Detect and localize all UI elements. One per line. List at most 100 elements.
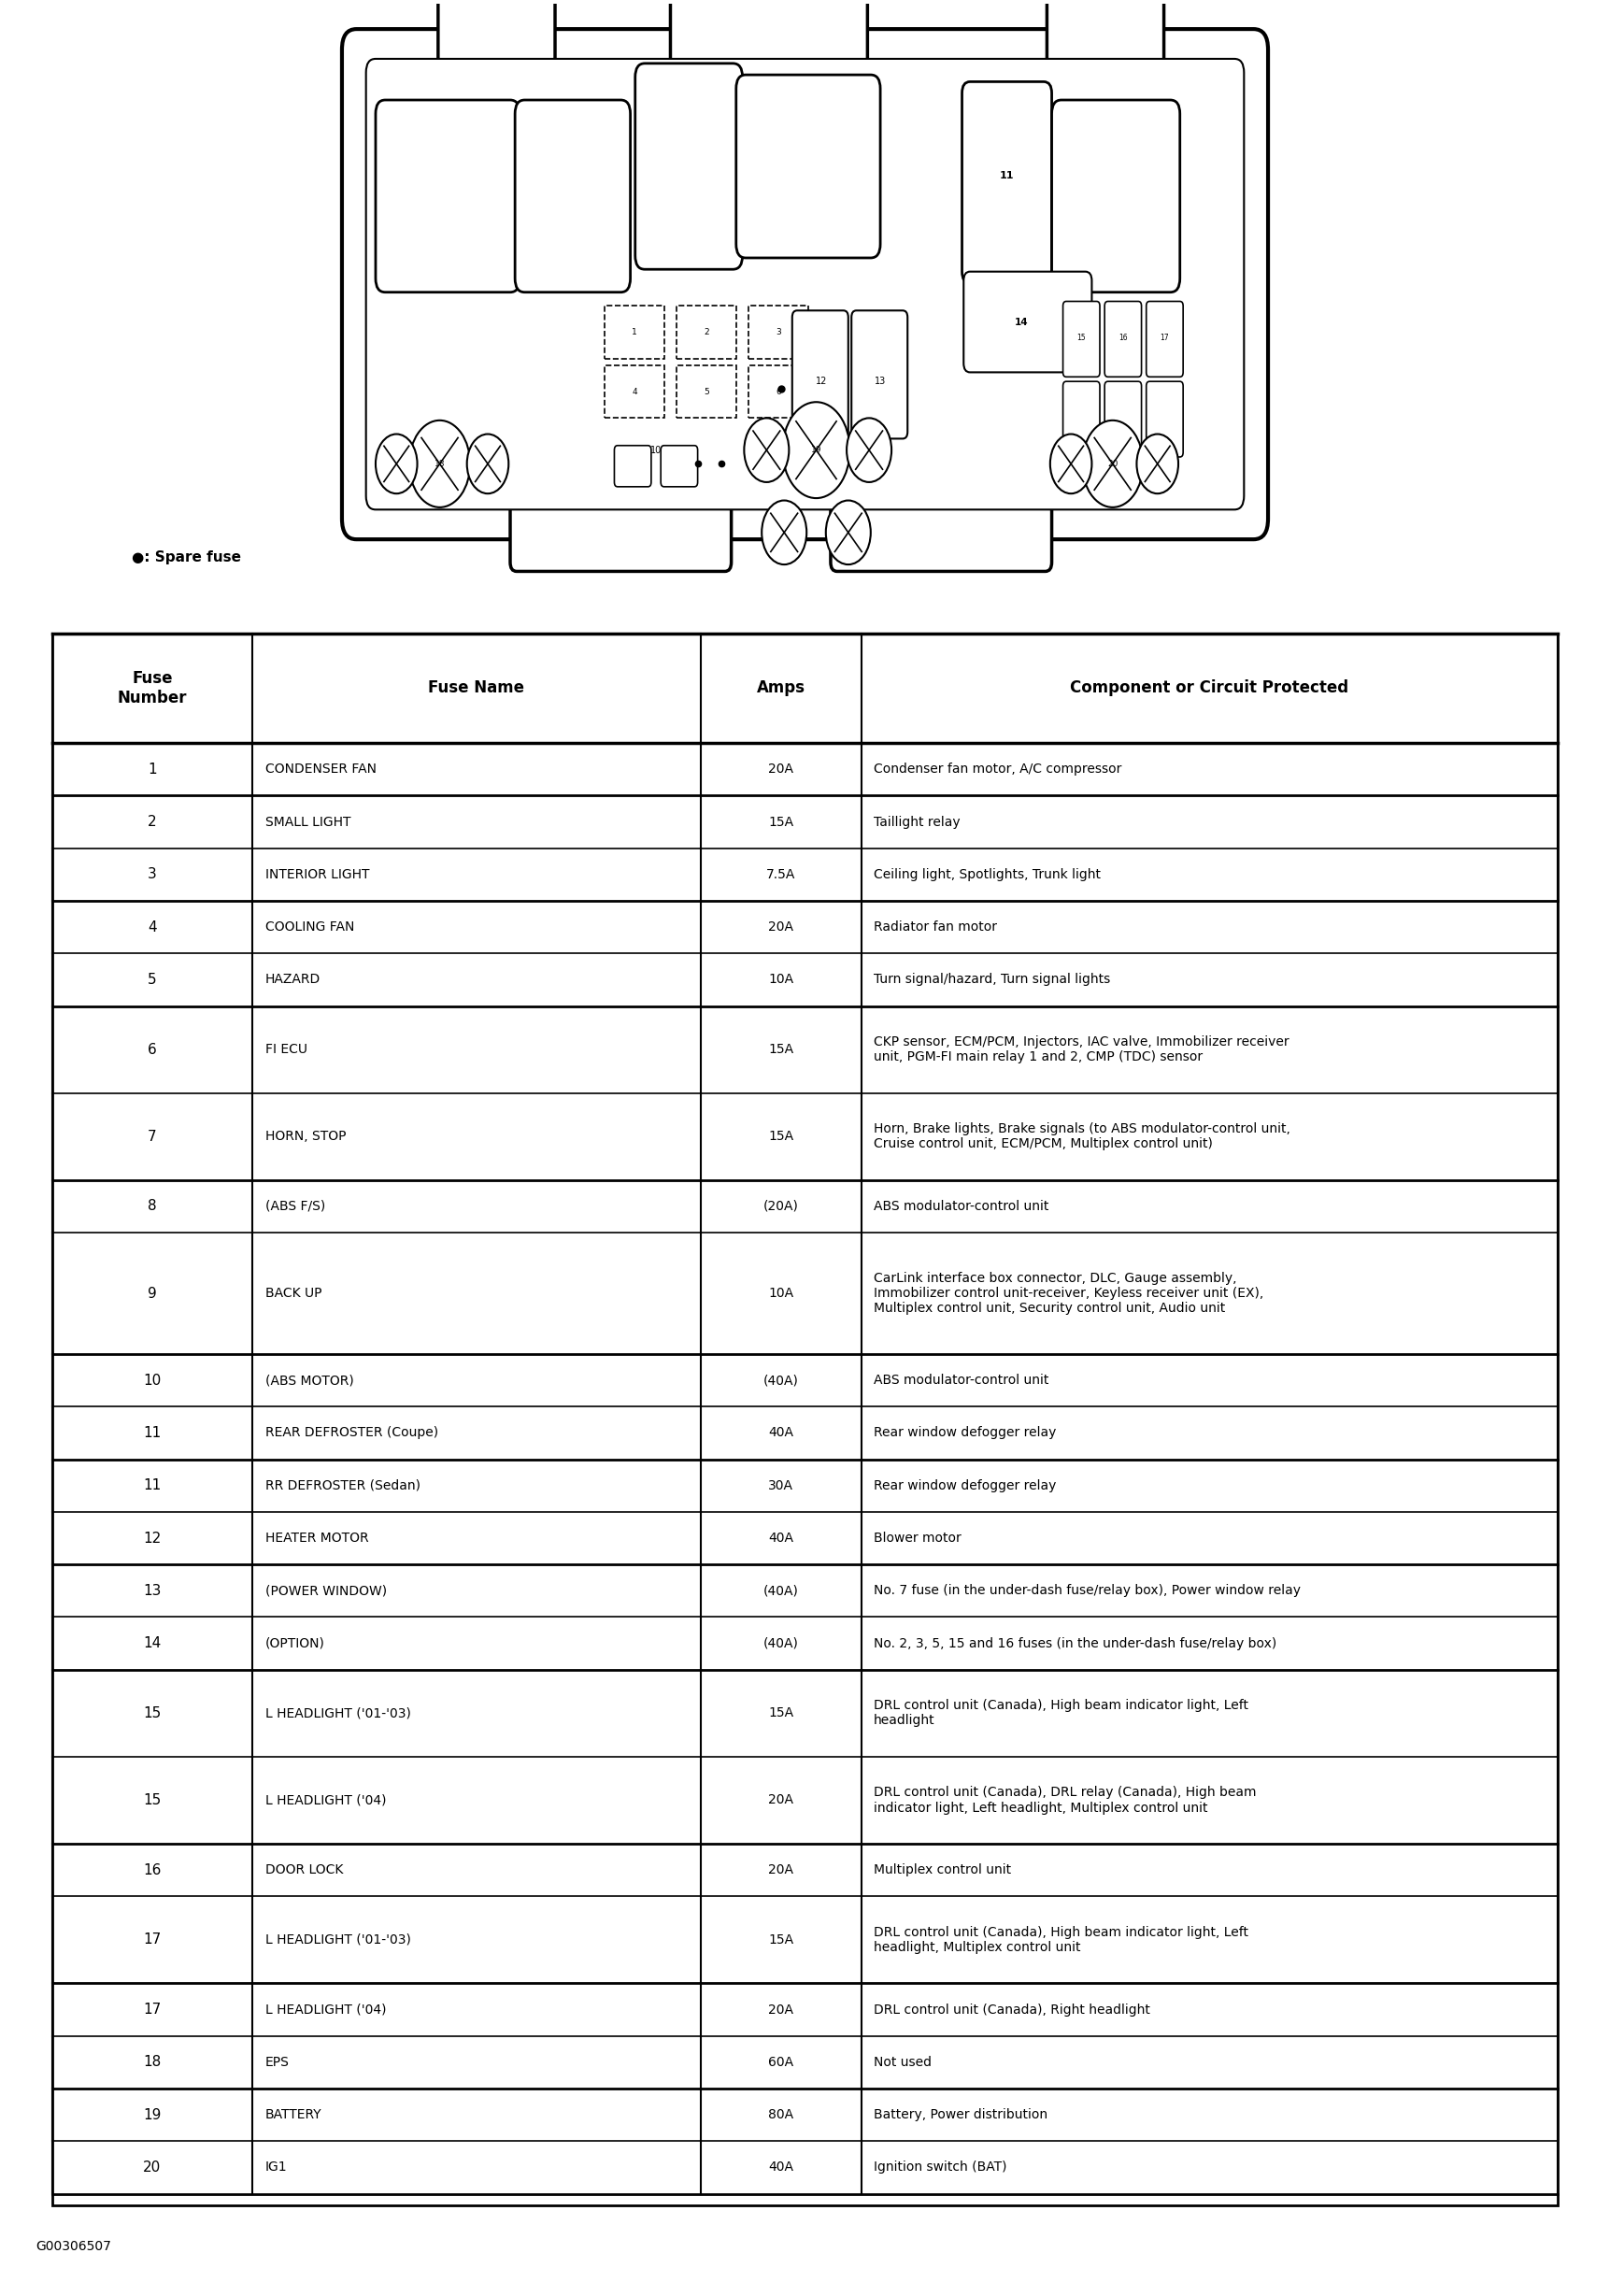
Circle shape <box>744 418 789 482</box>
Circle shape <box>375 434 417 494</box>
Text: 2: 2 <box>148 815 156 829</box>
Text: (POWER WINDOW): (POWER WINDOW) <box>266 1584 386 1598</box>
Bar <box>749 305 808 358</box>
Text: 15A: 15A <box>768 1706 794 1720</box>
Text: Battery, Power distribution: Battery, Power distribution <box>874 2108 1048 2122</box>
Text: DRL control unit (Canada), Right headlight: DRL control unit (Canada), Right headlig… <box>874 2002 1151 2016</box>
Text: 5: 5 <box>148 974 156 987</box>
Text: 19: 19 <box>143 2108 161 2122</box>
Text: L HEADLIGHT ('04): L HEADLIGHT ('04) <box>266 1793 386 1807</box>
Text: ABS modulator-control unit: ABS modulator-control unit <box>874 1201 1050 1212</box>
Circle shape <box>762 501 807 565</box>
Text: DRL control unit (Canada), DRL relay (Canada), High beam
indicator light, Left h: DRL control unit (Canada), DRL relay (Ca… <box>874 1786 1256 1814</box>
Text: 6: 6 <box>776 388 781 395</box>
Text: 9: 9 <box>148 1286 156 1300</box>
Circle shape <box>847 418 892 482</box>
FancyBboxPatch shape <box>1104 381 1141 457</box>
Text: 18: 18 <box>435 459 444 468</box>
Text: 2: 2 <box>704 328 708 338</box>
Text: 80A: 80A <box>768 2108 794 2122</box>
Text: L HEADLIGHT ('04): L HEADLIGHT ('04) <box>266 2002 386 2016</box>
Text: Horn, Brake lights, Brake signals (to ABS modulator-control unit,
Cruise control: Horn, Brake lights, Brake signals (to AB… <box>874 1123 1291 1150</box>
FancyBboxPatch shape <box>963 83 1051 282</box>
Text: G00306507: G00306507 <box>35 2241 111 2252</box>
Text: (OPTION): (OPTION) <box>266 1637 325 1651</box>
Text: Fuse
Number: Fuse Number <box>118 670 187 707</box>
Text: L HEADLIGHT ('01-'03): L HEADLIGHT ('01-'03) <box>266 1933 411 1947</box>
Text: 30A: 30A <box>768 1479 794 1492</box>
Text: 13: 13 <box>874 377 886 386</box>
Text: 17: 17 <box>1161 333 1169 342</box>
FancyBboxPatch shape <box>438 0 555 69</box>
Text: 20A: 20A <box>768 1793 794 1807</box>
FancyBboxPatch shape <box>515 101 631 292</box>
Text: 6: 6 <box>148 1042 156 1056</box>
Text: 20A: 20A <box>768 762 794 776</box>
FancyBboxPatch shape <box>1063 381 1100 457</box>
Circle shape <box>467 434 509 494</box>
Text: ●: Spare fuse: ●: Spare fuse <box>132 551 241 565</box>
Bar <box>676 365 736 418</box>
Text: IG1: IG1 <box>266 2161 287 2174</box>
Text: COOLING FAN: COOLING FAN <box>266 921 354 934</box>
Text: 15A: 15A <box>768 1042 794 1056</box>
Text: 10A: 10A <box>768 974 794 987</box>
Text: BATTERY: BATTERY <box>266 2108 322 2122</box>
Text: 17: 17 <box>143 2002 161 2016</box>
Text: HORN, STOP: HORN, STOP <box>266 1130 346 1143</box>
Text: Rear window defogger relay: Rear window defogger relay <box>874 1426 1056 1440</box>
Text: 5: 5 <box>704 388 708 395</box>
Text: 10: 10 <box>650 445 662 455</box>
Text: 10A: 10A <box>768 1286 794 1300</box>
Text: INTERIOR LIGHT: INTERIOR LIGHT <box>266 868 369 882</box>
Text: 3: 3 <box>776 328 781 338</box>
Text: 12: 12 <box>143 1531 161 1545</box>
Text: 20: 20 <box>143 2161 161 2174</box>
Bar <box>605 365 663 418</box>
Text: 40A: 40A <box>768 1426 794 1440</box>
Text: EPS: EPS <box>266 2055 290 2069</box>
Circle shape <box>1082 420 1143 507</box>
Text: 20A: 20A <box>768 921 794 934</box>
Text: 4: 4 <box>148 921 156 934</box>
Text: 16: 16 <box>1119 333 1127 342</box>
Text: HEATER MOTOR: HEATER MOTOR <box>266 1531 369 1545</box>
Text: Amps: Amps <box>757 680 805 696</box>
Text: Radiator fan motor: Radiator fan motor <box>874 921 997 934</box>
Text: No. 7 fuse (in the under-dash fuse/relay box), Power window relay: No. 7 fuse (in the under-dash fuse/relay… <box>874 1584 1301 1598</box>
Text: 11: 11 <box>143 1426 161 1440</box>
FancyBboxPatch shape <box>660 445 697 487</box>
Text: No. 2, 3, 5, 15 and 16 fuses (in the under-dash fuse/relay box): No. 2, 3, 5, 15 and 16 fuses (in the und… <box>874 1637 1277 1651</box>
FancyBboxPatch shape <box>365 60 1245 510</box>
FancyBboxPatch shape <box>1051 101 1180 292</box>
Text: (20A): (20A) <box>763 1201 799 1212</box>
Text: 10: 10 <box>143 1373 161 1387</box>
Text: 3: 3 <box>148 868 156 882</box>
Text: 15A: 15A <box>768 1933 794 1947</box>
Text: 14: 14 <box>1014 317 1029 326</box>
Text: 1: 1 <box>631 328 638 338</box>
Text: (40A): (40A) <box>763 1584 799 1598</box>
FancyBboxPatch shape <box>792 310 848 439</box>
Text: Not used: Not used <box>874 2055 932 2069</box>
Text: (40A): (40A) <box>763 1637 799 1651</box>
Text: FI ECU: FI ECU <box>266 1042 308 1056</box>
Text: ABS modulator-control unit: ABS modulator-control unit <box>874 1373 1050 1387</box>
Bar <box>749 365 808 418</box>
Text: Blower motor: Blower motor <box>874 1531 961 1545</box>
FancyBboxPatch shape <box>1146 301 1183 377</box>
Text: 17: 17 <box>143 1933 161 1947</box>
FancyBboxPatch shape <box>831 496 1051 572</box>
Text: 1: 1 <box>148 762 156 776</box>
Text: CarLink interface box connector, DLC, Gauge assembly,
Immobilizer control unit-r: CarLink interface box connector, DLC, Ga… <box>874 1272 1264 1316</box>
Text: 20A: 20A <box>768 1864 794 1876</box>
Text: 15: 15 <box>1077 333 1085 342</box>
Text: Multiplex control unit: Multiplex control unit <box>874 1864 1011 1876</box>
Bar <box>605 305 663 358</box>
Text: 4: 4 <box>631 388 638 395</box>
Circle shape <box>409 420 470 507</box>
Text: 16: 16 <box>143 1862 161 1878</box>
Text: HAZARD: HAZARD <box>266 974 320 987</box>
FancyBboxPatch shape <box>1046 0 1164 69</box>
Text: DOOR LOCK: DOOR LOCK <box>266 1864 343 1876</box>
